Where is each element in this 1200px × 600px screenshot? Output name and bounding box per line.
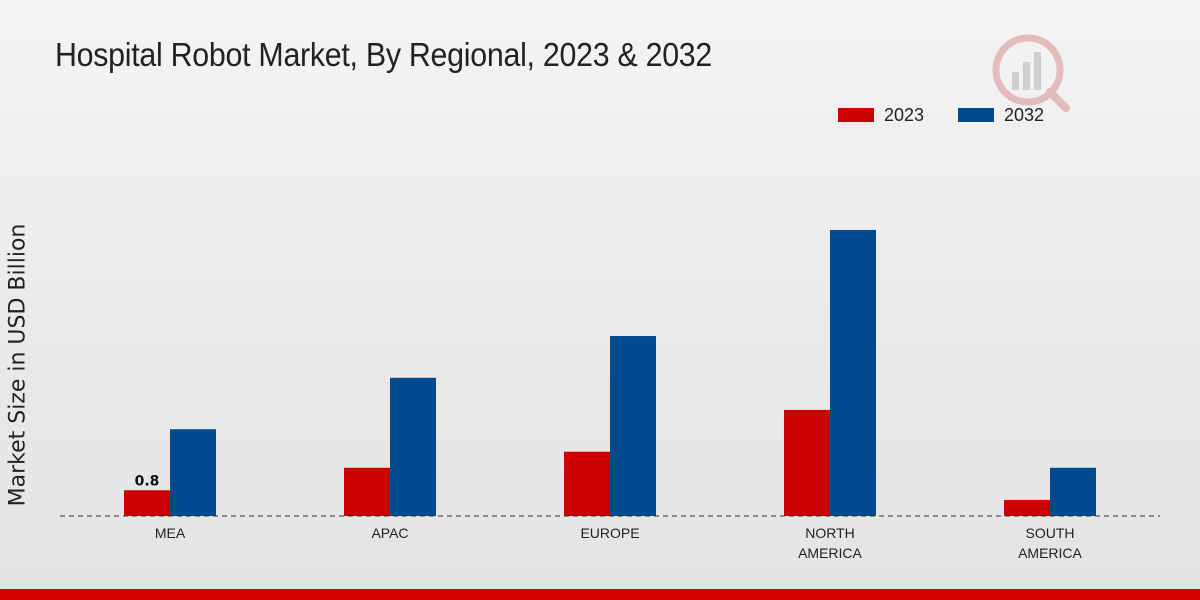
x-tick-label: NORTH: [805, 525, 855, 541]
bar-2023-north-america: [784, 409, 830, 516]
legend-swatch-2032: [958, 108, 994, 122]
bottom-accent-bar: [0, 589, 1200, 600]
data-label: 0.8: [135, 473, 160, 489]
x-tick-label: APAC: [371, 525, 408, 541]
legend-swatch-2023: [838, 108, 874, 122]
bar-2023-south-america: [1004, 499, 1050, 516]
legend-label-2032: 2032: [1004, 104, 1045, 125]
x-tick-label: AMERICA: [1018, 545, 1082, 561]
bar-2032-mea: [170, 429, 216, 516]
brand-logo-icon: [992, 34, 1070, 112]
x-tick-label: AMERICA: [798, 545, 862, 561]
legend-item-2023[interactable]: 2023: [838, 104, 924, 126]
bar-2023-mea: [124, 490, 170, 516]
legend-label-2023: 2023: [884, 104, 925, 125]
chart-title: Hospital Robot Market, By Regional, 2023…: [55, 36, 713, 73]
bar-2032-south-america: [1050, 467, 1096, 516]
bar-2032-europe: [610, 336, 656, 516]
bar-2023-apac: [344, 467, 390, 516]
x-tick-label: EUROPE: [580, 525, 639, 541]
x-tick-label: MEA: [155, 525, 186, 541]
bar-2032-north-america: [830, 229, 876, 516]
legend-item-2032[interactable]: 2032: [958, 104, 1044, 126]
bar-2023-europe: [564, 451, 610, 516]
x-tick-label: SOUTH: [1026, 525, 1075, 541]
bar-2032-apac: [390, 377, 436, 516]
